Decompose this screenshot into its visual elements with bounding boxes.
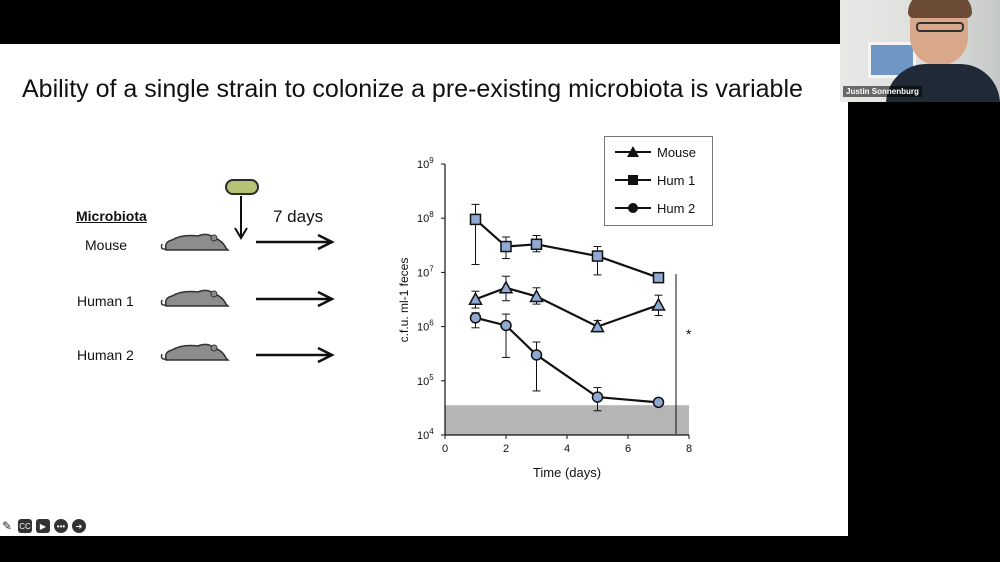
circle-marker-icon [615,203,651,213]
y-tick-label: 107 [417,264,434,279]
y-axis-label: c.f.u. ml-1 feces [397,258,411,343]
mouse-icon [160,233,230,251]
presenter-name: Justin Sonnenburg [843,86,922,97]
square-marker-icon [615,175,651,185]
data-point-hum-2 [469,312,482,324]
row-label-mouse: Mouse [85,237,128,253]
data-point-hum-1 [591,250,604,262]
down-arrow-icon [234,196,248,240]
data-point-hum-2 [652,396,665,409]
next-icon[interactable]: ➜ [72,519,86,533]
colonization-chart: 104 105 106 107 108 109 0 2 4 6 8 * Time (days) c… [370,134,710,494]
data-point-hum-2 [530,349,543,361]
right-arrow-icon [256,347,335,363]
days-label: 7 days [273,207,324,226]
more-icon[interactable]: ••• [54,519,68,533]
chart-legend: Mouse Hum 1 Hum 2 [604,136,713,226]
significance-marker: * [686,326,692,342]
y-tick-label: 105 [417,373,434,388]
right-arrow-icon [256,291,335,307]
pencil-icon[interactable]: ✎ [1,519,13,533]
y-tick-label: 104 [417,427,434,442]
x-tick-label: 2 [503,443,509,455]
data-point-mouse [498,280,514,294]
series-line-hum-2 [475,316,659,404]
detection-limit-band [445,405,689,435]
right-arrow-icon [256,234,335,250]
data-point-hum-2 [500,319,512,332]
legend-item-hum-2: Hum 2 [615,198,695,218]
data-point-hum-1 [500,240,512,253]
presenter-video [840,0,1000,102]
x-tick-label: 6 [625,443,631,455]
triangle-marker-icon [615,146,651,157]
legend-item-hum-1: Hum 1 [615,170,695,190]
legend-item-mouse: Mouse [615,142,696,162]
captions-icon[interactable]: CC [18,519,32,533]
microbiota-label: Microbiota [76,208,147,224]
x-tick-label: 0 [442,443,448,455]
data-point-hum-1 [530,238,543,251]
data-point-hum-1 [469,213,482,226]
slide-title: Ability of a single strain to colonize a… [22,75,803,103]
presentation-toolbar: ✎ CC ▶ ••• ➜ [0,516,86,536]
data-point-mouse [651,297,666,311]
data-point-mouse [468,291,483,305]
x-axis-label: Time (days) [533,465,601,480]
row-label-human-1: Human 1 [77,293,134,309]
video-off-icon[interactable]: ▶ [36,519,50,533]
data-point-mouse [529,288,544,303]
data-point-mouse [590,319,605,333]
bacterium-pill-icon [225,179,259,195]
row-label-human-2: Human 2 [77,347,134,363]
data-point-hum-1 [652,271,665,284]
mouse-icon [160,343,230,361]
y-tick-label: 109 [417,156,434,171]
y-tick-label: 108 [417,210,434,225]
x-tick-label: 4 [564,443,570,455]
y-tick-label: 106 [417,319,434,334]
legend-label: Mouse [657,144,697,160]
legend-label: Hum 2 [657,200,696,216]
chart-svg: 104 105 106 107 108 109 0 2 4 6 8 * Time (days) c… [397,156,692,480]
slide: Ability of a single strain to colonize a… [0,44,848,536]
data-point-hum-2 [591,391,604,403]
mouse-icon [160,289,230,307]
x-tick-label: 8 [686,443,692,455]
glasses-icon [916,22,964,32]
legend-label: Hum 1 [657,172,696,188]
